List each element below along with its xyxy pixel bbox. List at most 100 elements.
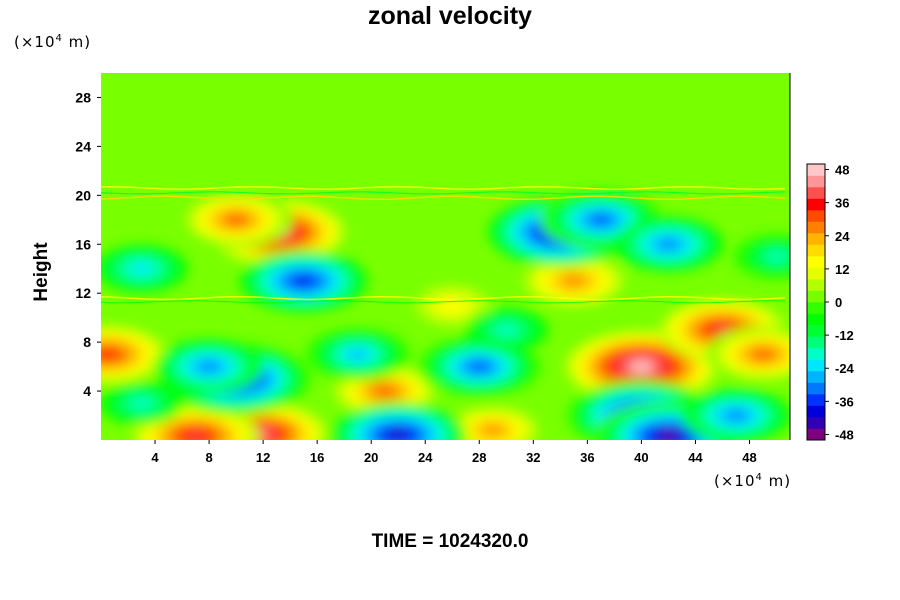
colorbar-swatch xyxy=(807,210,825,222)
y-axis-unit: (×104 m) xyxy=(14,33,91,51)
velocity-contour xyxy=(755,350,771,358)
velocity-feature xyxy=(304,327,411,381)
y-tick-label: 8 xyxy=(83,334,91,350)
x-axis-unit-suffix: m) xyxy=(762,472,792,490)
y-tick-label: 12 xyxy=(75,285,91,301)
velocity-contour xyxy=(728,411,744,420)
x-tick-label: 40 xyxy=(634,450,648,465)
colorbar-swatch xyxy=(807,382,825,395)
velocity-contour xyxy=(101,350,116,359)
velocity-contour xyxy=(662,433,675,440)
velocity-contour xyxy=(391,431,406,439)
y-axis-unit-suffix: m) xyxy=(62,33,92,51)
velocity-feature xyxy=(523,255,625,307)
x-axis-unit-exponent: 4 xyxy=(755,472,763,483)
velocity-contour xyxy=(132,263,151,274)
x-tick-label: 48 xyxy=(742,450,756,465)
velocity-feature xyxy=(680,388,790,440)
colorbar-swatch xyxy=(807,325,825,337)
x-tick-label: 24 xyxy=(418,450,433,465)
colorbar-tick-label: -24 xyxy=(835,361,855,376)
y-axis: 4 8 12 16 20 24 28 xyxy=(75,89,101,399)
colorbar-tick-label: 36 xyxy=(835,196,849,211)
y-axis-unit-exponent: 4 xyxy=(55,33,63,44)
x-tick-label: 28 xyxy=(472,450,486,465)
velocity-feature xyxy=(705,325,790,383)
velocity-contour xyxy=(350,350,366,359)
velocity-contour xyxy=(485,426,501,435)
colorbar-swatch xyxy=(807,198,825,211)
colorbar-swatch xyxy=(807,428,825,441)
x-tick-label: 36 xyxy=(580,450,594,465)
colorbar-swatch xyxy=(807,256,825,268)
colorbar-swatch xyxy=(807,348,825,360)
x-tick-label: 4 xyxy=(151,450,159,465)
colorbar-swatch xyxy=(807,336,825,349)
y-axis-unit-prefix: (×10 xyxy=(14,33,56,51)
y-tick-label: 4 xyxy=(83,383,91,399)
velocity-feature xyxy=(101,381,184,426)
colorbar-swatch xyxy=(807,175,825,188)
colorbar-swatch xyxy=(807,405,825,418)
colorbar-tick-label: -12 xyxy=(835,328,854,343)
colorbar-swatch xyxy=(807,394,825,406)
velocity-contour xyxy=(377,387,392,395)
colorbar-tick-label: -36 xyxy=(835,394,854,409)
velocity-feature xyxy=(101,325,168,384)
colorbar-swatch xyxy=(807,164,825,176)
velocity-feature xyxy=(464,307,549,352)
colorbar-tick-label: 24 xyxy=(835,229,850,244)
velocity-contour xyxy=(188,432,203,440)
velocity-contour xyxy=(201,362,217,371)
velocity-contour xyxy=(767,251,786,262)
contour-streak xyxy=(101,195,786,201)
y-tick-label: 16 xyxy=(75,236,91,252)
velocity-feature xyxy=(178,191,294,249)
x-tick-label: 32 xyxy=(526,450,540,465)
colorbar-swatch xyxy=(807,187,825,199)
contour-streak xyxy=(101,191,786,195)
velocity-feature xyxy=(154,339,265,395)
x-tick-label: 20 xyxy=(364,450,378,465)
colorbar-swatch xyxy=(807,267,825,280)
colorbar-swatch xyxy=(807,371,825,383)
velocity-contour xyxy=(660,240,677,249)
y-tick-label: 24 xyxy=(75,138,91,154)
x-tick-label: 12 xyxy=(256,450,270,465)
velocity-contour xyxy=(495,324,517,336)
velocity-contour xyxy=(131,397,152,409)
velocity-contour xyxy=(228,216,244,224)
velocity-feature xyxy=(330,402,467,440)
colorbar-swatch xyxy=(807,359,825,372)
colorbar-swatch xyxy=(807,221,825,234)
contour-streak xyxy=(101,295,786,301)
colorbar-swatch xyxy=(807,313,825,326)
velocity-contour xyxy=(565,276,583,286)
colorbar-tick-label: 48 xyxy=(835,163,849,178)
y-tick-label: 28 xyxy=(75,89,91,105)
contour-streak xyxy=(101,186,786,190)
colorbar-swatch xyxy=(807,279,825,291)
velocity-feature xyxy=(564,330,719,404)
velocity-feature xyxy=(239,249,368,313)
y-tick-label: 20 xyxy=(75,187,91,203)
x-tick-label: 44 xyxy=(688,450,703,465)
colorbar-tick-label: 0 xyxy=(835,295,842,310)
velocity-contour xyxy=(634,363,648,370)
x-axis: 4 8 12 16 20 24 28 32 36 40 44 48 xyxy=(151,440,757,465)
x-axis-unit-prefix: (×10 xyxy=(714,472,756,490)
colorbar-tick-label: 12 xyxy=(835,262,849,277)
velocity-contour xyxy=(715,326,730,334)
contour-streak xyxy=(101,300,786,304)
velocity-feature xyxy=(613,216,724,272)
velocity-contour xyxy=(256,430,270,437)
velocity-feature xyxy=(440,403,546,440)
x-tick-label: 16 xyxy=(310,450,324,465)
velocity-contour xyxy=(296,277,311,285)
velocity-field xyxy=(101,189,790,440)
colorbar-tick-label: -48 xyxy=(835,427,854,442)
colorbar-swatch xyxy=(807,417,825,429)
x-tick-label: 8 xyxy=(205,450,212,465)
chart-title: zonal velocity xyxy=(368,2,532,30)
velocity-contour xyxy=(594,216,608,224)
